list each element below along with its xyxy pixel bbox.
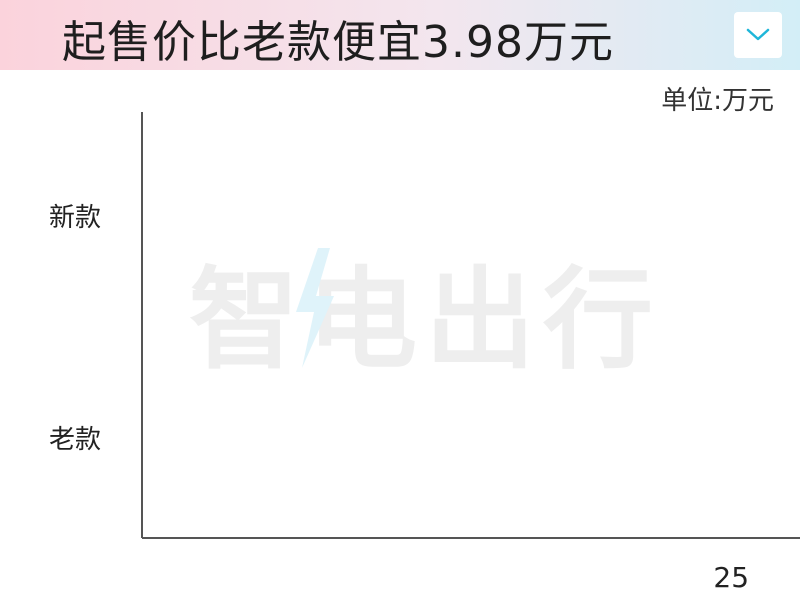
lightning-bolt-icon [296,248,334,368]
header-banner: 起售价比老款便宜3.98万元 [0,0,800,70]
unit-label: 单位:万元 [661,86,774,116]
dropdown-button[interactable] [734,12,782,58]
chevron-down-icon [746,28,770,41]
category-label: 新款 [49,203,101,233]
watermark-text: 智电出行 [189,256,661,384]
category-label: 老款 [49,425,101,455]
x-tick-label: 25 [713,561,749,594]
page-title: 起售价比老款便宜3.98万元 [62,17,614,68]
